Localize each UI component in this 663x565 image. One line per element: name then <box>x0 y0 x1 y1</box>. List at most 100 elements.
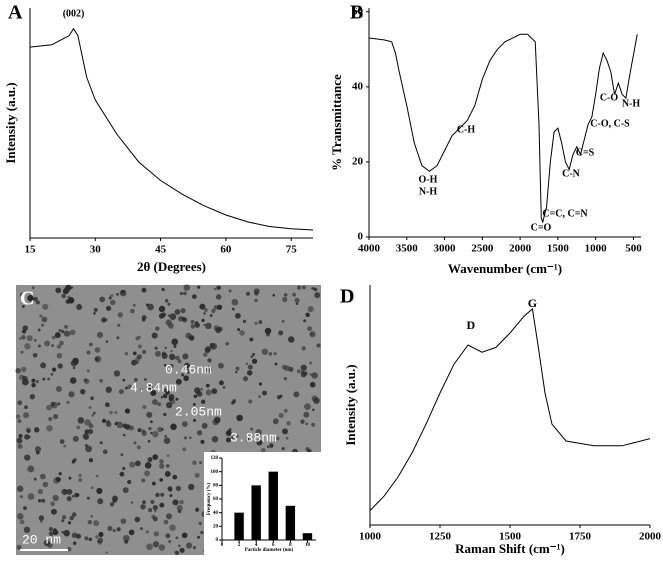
particle <box>88 458 94 463</box>
inset-background <box>204 452 321 555</box>
particle <box>71 532 78 539</box>
particle <box>311 422 316 427</box>
particle <box>209 314 213 318</box>
x-axis-label: Wavenumber (cm⁻¹) <box>448 261 562 276</box>
particle <box>196 430 203 436</box>
particle <box>26 335 33 342</box>
particle <box>93 520 100 527</box>
band-label: O-H <box>419 174 438 185</box>
particle <box>305 312 310 318</box>
band-label: N-H <box>622 98 641 109</box>
particle <box>116 421 124 429</box>
particle <box>198 521 202 526</box>
particle <box>159 463 165 469</box>
particle <box>189 436 192 439</box>
particle <box>205 366 213 373</box>
particle <box>116 527 121 532</box>
particle <box>250 427 254 431</box>
particle <box>175 536 179 540</box>
particle <box>98 531 104 538</box>
particle <box>61 488 68 496</box>
particle <box>171 338 179 346</box>
particle <box>167 302 171 306</box>
particle <box>312 408 315 412</box>
particle <box>246 437 250 442</box>
particle <box>199 461 202 465</box>
particle <box>110 299 116 306</box>
particle <box>141 287 147 293</box>
particle <box>197 285 201 289</box>
particle <box>61 515 67 520</box>
particle <box>154 346 158 350</box>
particle <box>59 340 64 346</box>
particle <box>311 372 318 379</box>
particle <box>164 434 168 438</box>
particle <box>168 539 172 544</box>
particle <box>118 389 124 395</box>
particle <box>216 304 223 310</box>
particle <box>159 502 165 508</box>
particle <box>72 458 76 463</box>
particle <box>84 419 91 426</box>
particle <box>231 298 239 306</box>
particle <box>141 429 146 433</box>
panel-label: D <box>340 286 354 308</box>
particle <box>37 328 41 332</box>
particle <box>164 346 167 350</box>
particle <box>119 471 125 477</box>
x-tick-label: 500 <box>625 243 642 255</box>
particle <box>53 528 57 532</box>
particle <box>242 319 247 324</box>
particle <box>23 412 30 419</box>
particle <box>48 531 54 537</box>
particle <box>90 396 94 401</box>
panel-label: A <box>8 2 23 24</box>
particle <box>179 499 184 505</box>
particle <box>99 441 103 445</box>
peak-label: G <box>528 296 537 310</box>
particle <box>192 402 196 406</box>
x-tick-label: 8 <box>289 543 292 548</box>
particle <box>51 344 55 348</box>
particle <box>101 317 107 323</box>
particle <box>183 284 190 291</box>
particle <box>200 399 206 404</box>
particle <box>169 313 177 321</box>
particle <box>72 366 76 370</box>
particle <box>51 367 57 372</box>
particle <box>279 394 283 398</box>
spectrum-line <box>368 33 638 224</box>
particle <box>52 494 59 502</box>
particle <box>88 537 93 542</box>
y-tick-label: 60 <box>213 497 219 502</box>
particle <box>160 492 165 497</box>
particle <box>16 544 22 550</box>
particle <box>170 423 177 431</box>
particle <box>87 519 93 525</box>
particle <box>20 292 25 298</box>
particle <box>188 483 195 491</box>
particle <box>158 313 165 319</box>
x-axis-label: Raman Shift (cm⁻¹) <box>455 541 565 556</box>
particle <box>200 439 205 444</box>
particle <box>24 343 31 350</box>
particle <box>215 327 222 334</box>
particle <box>95 535 99 539</box>
particle <box>195 507 200 512</box>
particle <box>141 478 146 483</box>
particle <box>139 527 143 531</box>
panel-label: B <box>350 2 363 24</box>
particle <box>120 518 127 524</box>
particle <box>38 499 42 503</box>
y-tick-label: 20 <box>352 155 364 167</box>
particle <box>183 375 189 382</box>
particle <box>120 453 124 457</box>
particle <box>132 351 137 356</box>
particle <box>314 292 321 299</box>
particle <box>248 399 253 404</box>
bar <box>251 485 261 540</box>
particle <box>94 347 101 353</box>
particle <box>69 377 77 384</box>
particle <box>57 402 61 406</box>
